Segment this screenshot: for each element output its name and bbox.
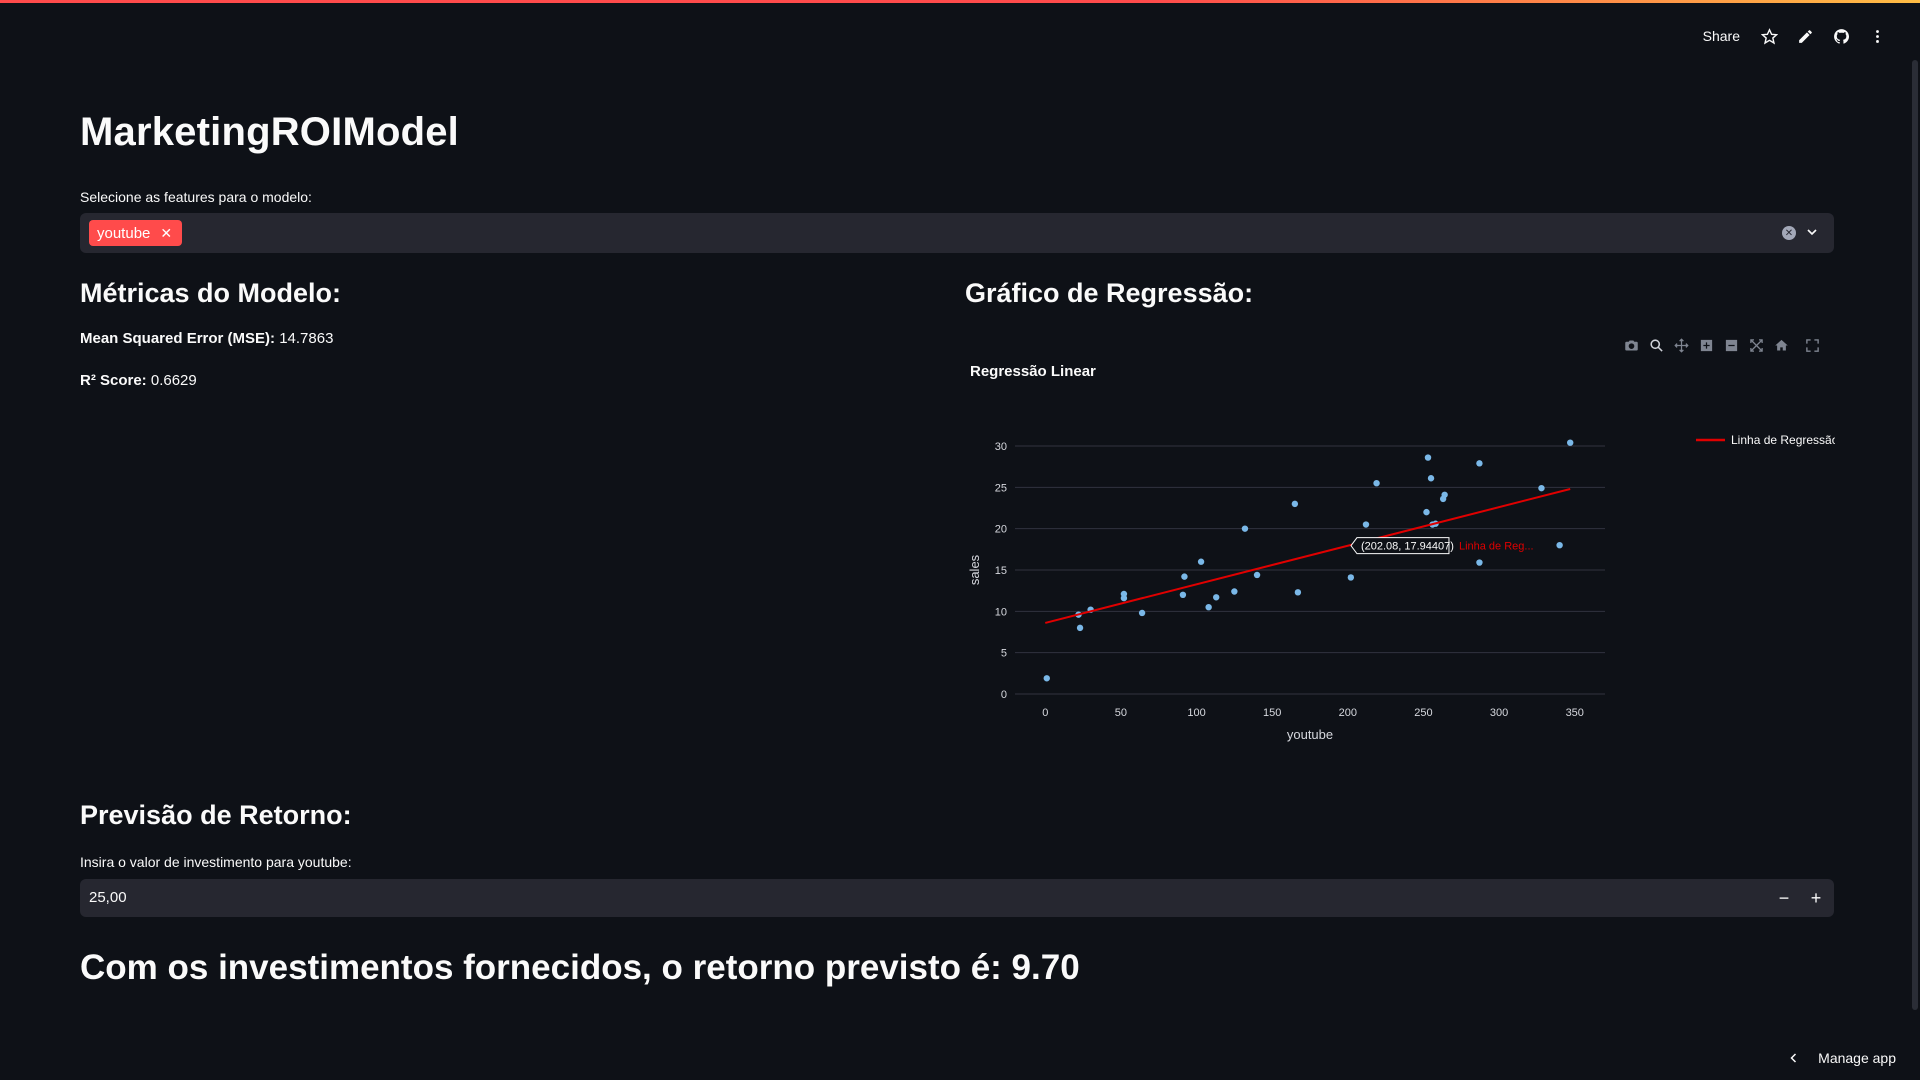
metrics-heading: Métricas do Modelo: [80, 278, 342, 308]
x-tick-label: 150 [1263, 707, 1281, 719]
x-tick-label: 300 [1490, 707, 1508, 719]
manage-app-label: Manage app [1818, 1050, 1896, 1066]
data-point [1213, 594, 1220, 601]
mse-value: 14.7863 [279, 330, 334, 347]
chart-heading: Gráfico de Regressão: [965, 278, 1254, 308]
x-tick-label: 250 [1414, 707, 1432, 719]
x-tick-label: 200 [1339, 707, 1357, 719]
mse-metric: Mean Squared Error (MSE): 14.7863 [80, 330, 333, 347]
data-point [1373, 480, 1380, 487]
clear-all-icon[interactable]: ✕ [1782, 226, 1796, 240]
zoom-in-icon[interactable] [1697, 336, 1715, 354]
header-toolbar: Share [1703, 22, 1888, 50]
y-axis-label: sales [967, 554, 982, 585]
scrollbar[interactable] [1912, 60, 1918, 1010]
x-tick-label: 0 [1042, 707, 1048, 719]
legend-label: Linha de Regressão [1731, 433, 1835, 447]
y-tick-label: 0 [1001, 689, 1007, 701]
more-vertical-icon[interactable] [1866, 25, 1888, 47]
remove-chip-icon[interactable]: ✕ [160, 225, 173, 241]
r2-metric: R² Score: 0.6629 [80, 372, 197, 389]
r2-label: R² Score: [80, 372, 147, 389]
data-point [1043, 675, 1050, 682]
investment-number-input[interactable]: 25,00 − + [80, 879, 1834, 917]
zoom-out-icon[interactable] [1722, 336, 1740, 354]
features-multiselect[interactable]: youtube ✕ ✕ [80, 213, 1834, 253]
data-point [1076, 624, 1084, 632]
y-tick-label: 30 [995, 441, 1007, 453]
data-point [1241, 525, 1249, 532]
chevron-down-icon[interactable] [1804, 224, 1820, 240]
data-point [1347, 574, 1355, 581]
x-tick-label: 50 [1115, 707, 1127, 719]
features-label: Selecione as features para o modelo: [80, 189, 312, 205]
chart-modebar [1622, 336, 1821, 354]
hover-tooltip-text: (202.08, 17.94407) [1361, 541, 1454, 553]
share-button[interactable]: Share [1702, 28, 1740, 44]
y-tick-label: 15 [995, 565, 1007, 577]
hover-tooltip-box [1350, 537, 1450, 555]
top-decoration-bar [0, 0, 1920, 3]
data-point [1427, 475, 1435, 482]
home-icon[interactable] [1772, 336, 1790, 354]
data-point [1291, 500, 1299, 508]
y-tick-label: 10 [995, 606, 1007, 618]
fullscreen-icon[interactable] [1803, 336, 1821, 354]
github-icon[interactable] [1830, 25, 1852, 47]
investment-input-label: Insira o valor de investimento para yout… [80, 854, 352, 870]
feature-chip-label: youtube [97, 224, 151, 242]
data-point [1120, 590, 1128, 598]
x-axis-label: youtube [1287, 727, 1333, 742]
x-tick-label: 100 [1187, 707, 1205, 719]
data-point [1362, 521, 1370, 528]
data-point [1231, 588, 1238, 595]
data-point [1424, 454, 1432, 461]
chevron-left-icon [1790, 1053, 1797, 1063]
autoscale-icon[interactable] [1747, 336, 1765, 354]
decrement-button[interactable]: − [1778, 887, 1790, 908]
data-point [1205, 604, 1212, 611]
data-point [1294, 589, 1302, 596]
hover-series-label: Linha de Reg... [1459, 541, 1534, 553]
data-point [1197, 558, 1205, 565]
y-tick-label: 25 [995, 482, 1007, 494]
manage-app-button[interactable]: Manage app [1788, 1050, 1896, 1066]
regression-line [1045, 488, 1571, 624]
data-point [1179, 591, 1187, 598]
regression-chart: Regressão Linear 0 5 10 15 20 25 30 0 50 100 150 200… [965, 330, 1835, 760]
data-point [1181, 573, 1188, 580]
data-point [1556, 542, 1563, 549]
chart-title: Regressão Linear [970, 363, 1096, 380]
y-tick-label: 5 [1001, 648, 1007, 660]
data-point [1441, 491, 1448, 498]
camera-icon[interactable] [1622, 336, 1640, 354]
data-point [1423, 508, 1430, 516]
x-tick-label: 350 [1566, 707, 1584, 719]
increment-button[interactable]: + [1810, 887, 1822, 908]
prediction-result: Com os investimentos fornecidos, o retor… [80, 948, 1080, 987]
investment-input-value[interactable]: 25,00 [89, 889, 127, 906]
r2-value: 0.6629 [150, 372, 197, 389]
zoom-icon[interactable] [1647, 336, 1665, 354]
prediction-heading: Previsão de Retorno: [80, 800, 352, 830]
data-point [1253, 571, 1261, 579]
data-point [1476, 559, 1483, 566]
y-tick-label: 20 [995, 524, 1007, 536]
pan-icon[interactable] [1672, 336, 1690, 354]
data-point [1538, 484, 1545, 492]
pencil-icon[interactable] [1794, 25, 1816, 47]
data-point [1567, 439, 1574, 446]
data-point [1476, 460, 1483, 467]
star-icon[interactable] [1758, 25, 1780, 47]
data-point [1138, 609, 1146, 617]
feature-chip-youtube[interactable]: youtube ✕ [89, 220, 183, 246]
page-title: MarketingROIModel [80, 110, 459, 154]
mse-label: Mean Squared Error (MSE): [80, 330, 276, 347]
